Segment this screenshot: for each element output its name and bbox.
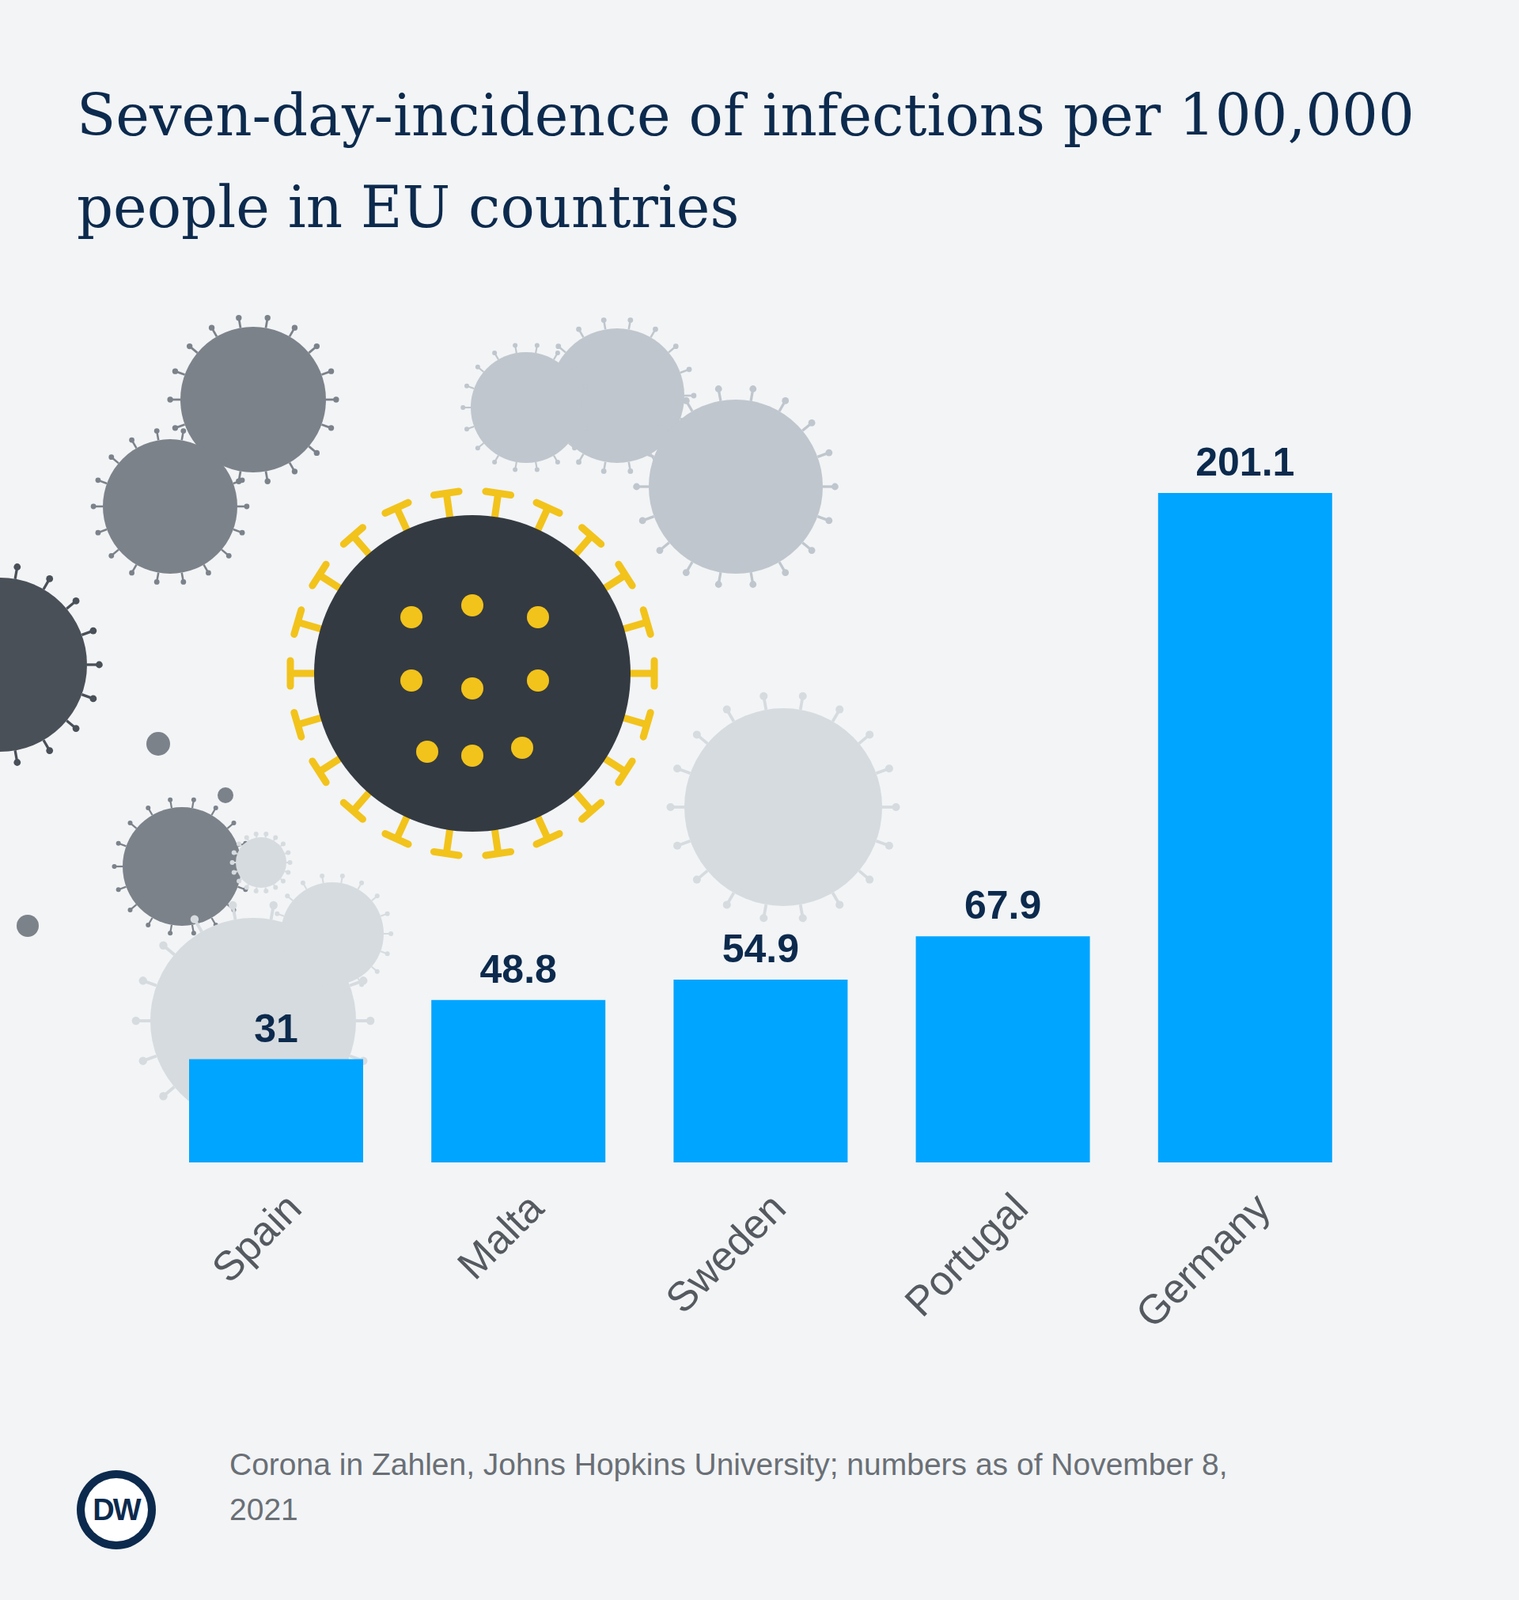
svg-text:54.9: 54.9 [722,926,800,971]
html-text:Seven-day-incidence of infecti: Seven-day-incidence of infections per 10… [76,82,1415,241]
svg-text:Malta: Malta [448,1183,553,1288]
html-text:DW: DW [92,1492,140,1526]
svg-text:Sweden: Sweden [656,1183,795,1322]
svg-text:Germany: Germany [1126,1183,1279,1336]
svg-text:Portugal: Portugal [895,1183,1037,1325]
svg-text:31: 31 [253,1006,299,1051]
html-text:Corona in Zahlen, Johns Hopkin: Corona in Zahlen, Johns Hopkins Universi… [229,1447,1228,1527]
svg-text:48.8: 48.8 [480,947,557,992]
svg-text:201.1: 201.1 [1195,439,1295,485]
svg-text:Spain: Spain [203,1183,311,1291]
svg-text:67.9: 67.9 [964,882,1042,928]
